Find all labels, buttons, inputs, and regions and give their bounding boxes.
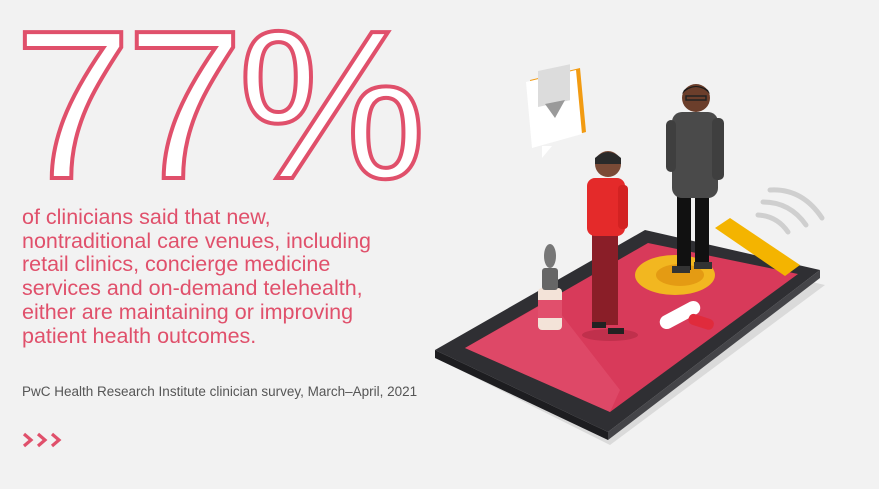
triple-chevron-right-icon[interactable]: [22, 432, 66, 448]
person-red: [582, 151, 638, 341]
description-line: retail clinics, concierge medicine: [22, 252, 331, 277]
headline-stat: 77%: [12, 0, 428, 223]
person-grey: [666, 84, 724, 273]
description-line: either are maintaining or improving: [22, 299, 354, 324]
stat-description: of clinicians said that new, nontraditio…: [22, 205, 442, 348]
download-bubble-icon: [526, 64, 586, 158]
description-line: nontraditional care venues, including: [22, 228, 372, 253]
dropper-bottle-icon: [538, 244, 562, 330]
pill-icon: [659, 300, 714, 330]
description-line: patient health outcomes.: [22, 323, 257, 348]
source-citation: PwC Health Research Institute clinician …: [22, 384, 418, 399]
description-line: of clinicians said that new,: [22, 205, 271, 229]
smartphone-telehealth-illustration: [435, 64, 825, 445]
signal-icon: [755, 187, 825, 235]
description-line: services and on-demand telehealth,: [22, 276, 363, 301]
